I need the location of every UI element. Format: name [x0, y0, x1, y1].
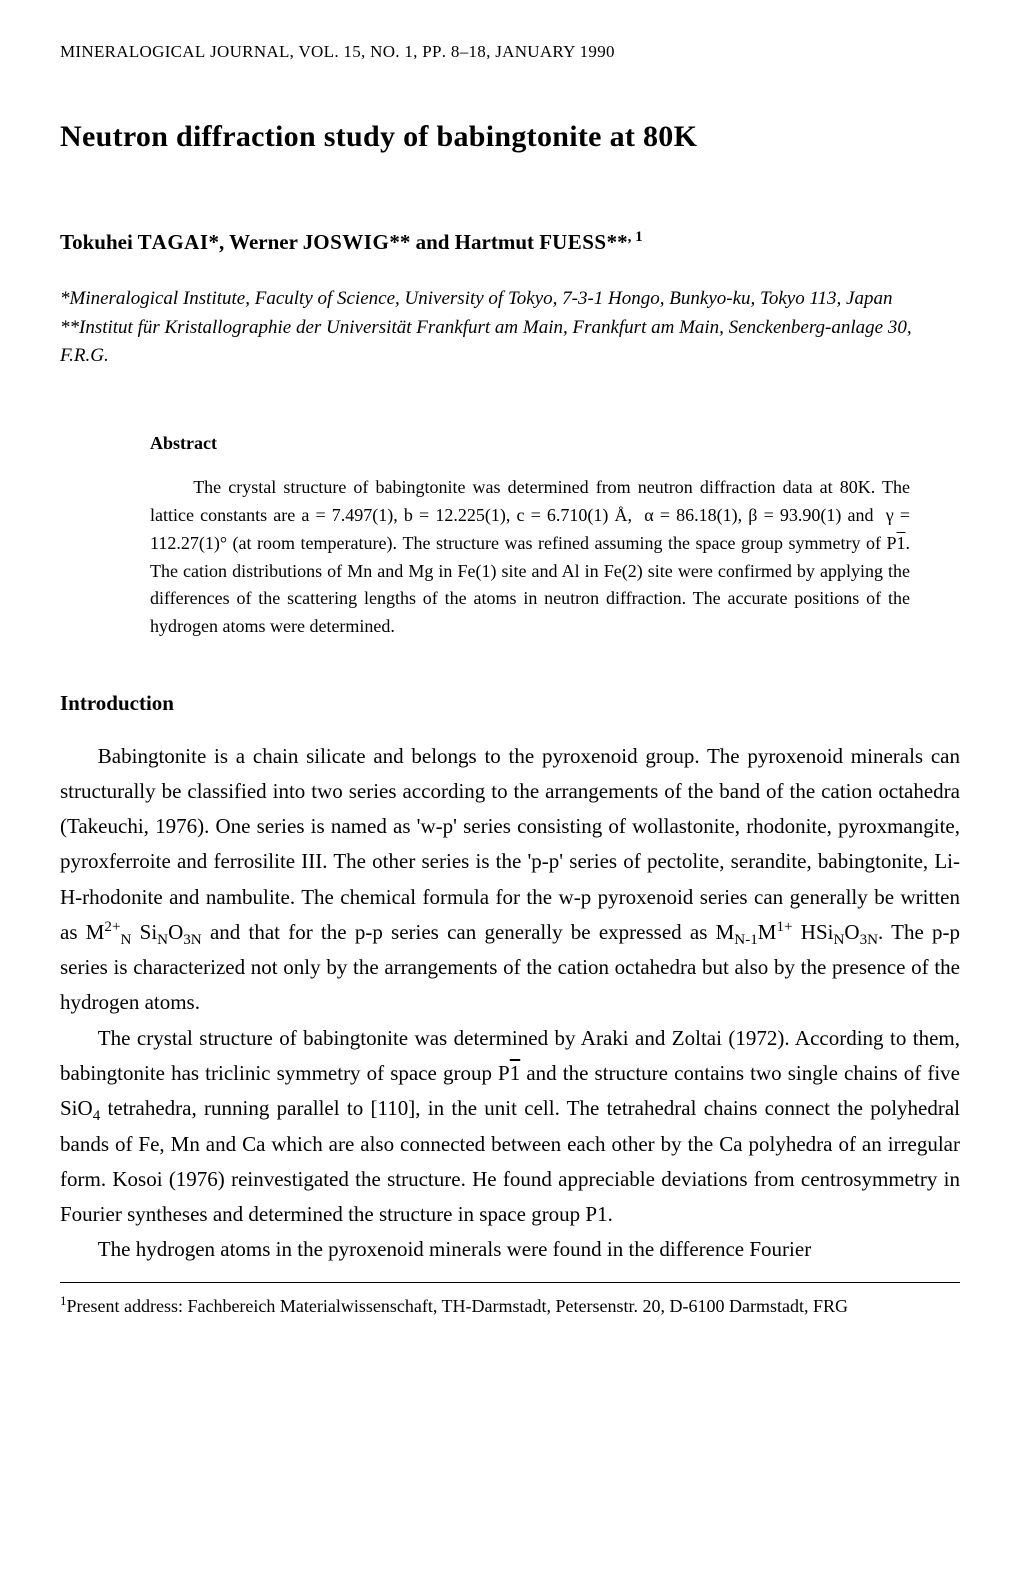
affiliations: *Mineralogical Institute, Faculty of Sci…: [60, 285, 960, 371]
abstract-block: Abstract The crystal structure of babing…: [60, 431, 960, 642]
article-title: Neutron diffraction study of babingtonit…: [60, 116, 960, 158]
running-header: MINERALOGICAL JOURNAL, VOL. 15, NO. 1, P…: [60, 40, 960, 64]
footnote-rule: [60, 1282, 960, 1283]
body-paragraph: Babingtonite is a chain silicate and bel…: [60, 739, 960, 1021]
body-paragraph: The hydrogen atoms in the pyroxenoid min…: [60, 1232, 960, 1267]
footnote: 1Present address: Fachbereich Materialwi…: [60, 1293, 960, 1319]
body-paragraph: The crystal structure of babingtonite wa…: [60, 1021, 960, 1233]
section-heading-introduction: Introduction: [60, 689, 960, 718]
author-line: Tokuhei TAGAI*, Werner JOSWIG** and Hart…: [60, 228, 960, 257]
abstract-text: The crystal structure of babingtonite wa…: [150, 474, 910, 641]
abstract-heading: Abstract: [150, 431, 910, 456]
